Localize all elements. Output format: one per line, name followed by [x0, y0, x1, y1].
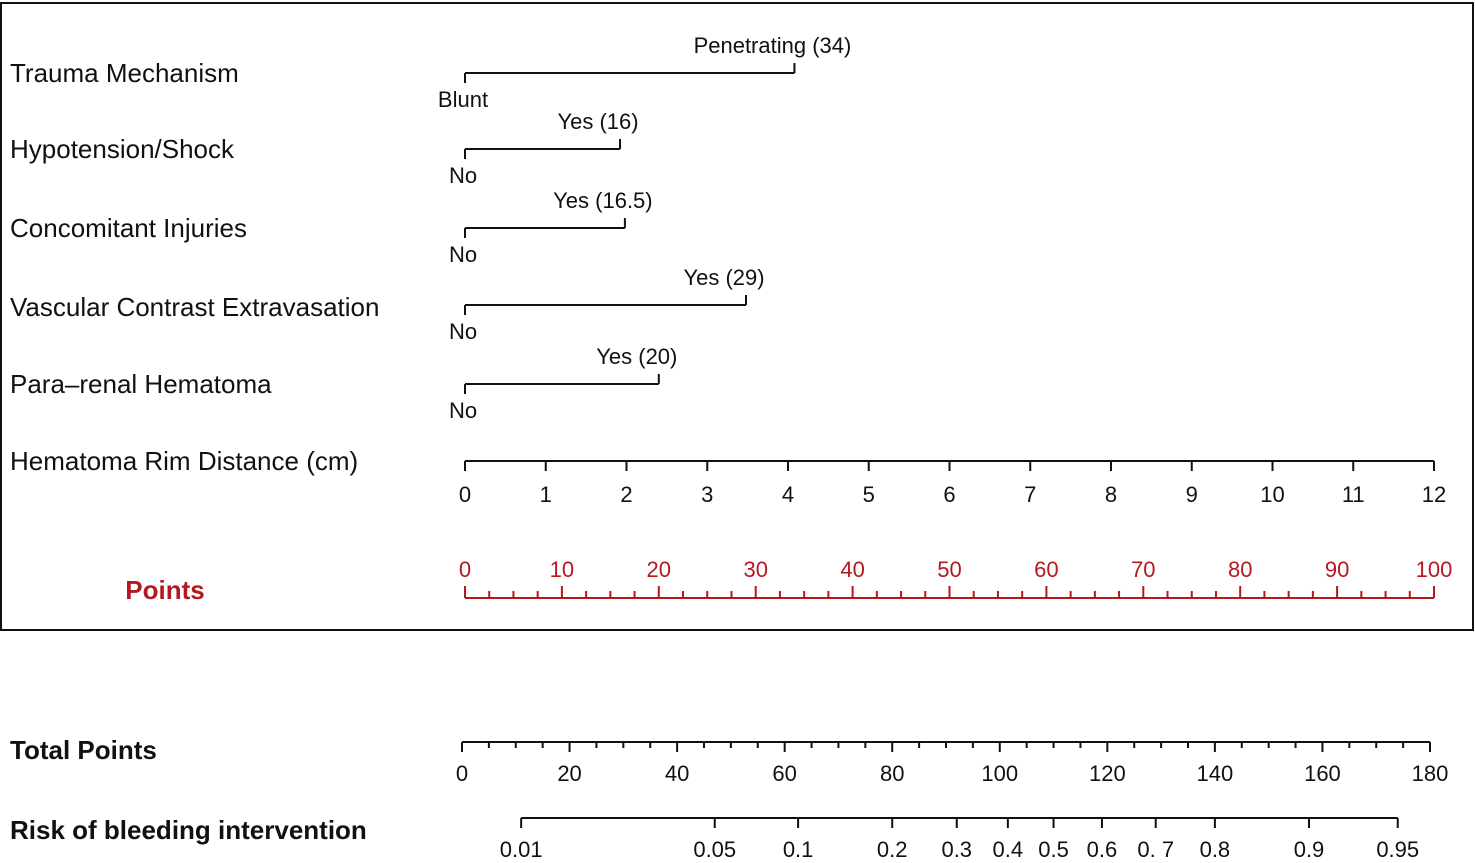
continuous-variable-label: Hematoma Rim Distance (cm): [10, 446, 358, 476]
continuous-tick-label: 12: [1422, 482, 1446, 507]
continuous-tick-label: 4: [782, 482, 794, 507]
variable-end-label: Yes (16.5): [553, 188, 652, 213]
risk-tick-label: 0.05: [693, 837, 736, 862]
points-tick-label: 70: [1131, 557, 1155, 582]
risk-tick-label: 0.8: [1200, 837, 1231, 862]
points-tick-label: 20: [647, 557, 671, 582]
points-tick-label: 0: [459, 557, 471, 582]
variable-end-label: Yes (20): [596, 344, 677, 369]
total-points-title: Total Points: [10, 735, 157, 765]
variable-base-label: No: [449, 242, 477, 267]
risk-tick-label: 0. 7: [1137, 837, 1174, 862]
risk-tick-label: 0.4: [993, 837, 1024, 862]
variable-label: Trauma Mechanism: [10, 58, 239, 88]
risk-tick-label: 0.01: [500, 837, 543, 862]
points-tick-label: 100: [1416, 557, 1453, 582]
variable-base-label: No: [449, 319, 477, 344]
variable-base-label: No: [449, 163, 477, 188]
points-tick-label: 30: [743, 557, 767, 582]
continuous-tick-label: 9: [1186, 482, 1198, 507]
variable-label: Concomitant Injuries: [10, 213, 247, 243]
total-points-tick-label: 180: [1412, 761, 1449, 786]
continuous-tick-label: 8: [1105, 482, 1117, 507]
continuous-tick-label: 2: [620, 482, 632, 507]
total-points-tick-label: 40: [665, 761, 689, 786]
risk-tick-label: 0.2: [877, 837, 908, 862]
variable-end-label: Yes (29): [683, 265, 764, 290]
continuous-tick-label: 5: [863, 482, 875, 507]
continuous-tick-label: 7: [1024, 482, 1036, 507]
total-points-tick-label: 140: [1197, 761, 1234, 786]
continuous-tick-label: 3: [701, 482, 713, 507]
continuous-tick-label: 11: [1342, 482, 1365, 507]
continuous-tick-label: 1: [540, 482, 552, 507]
points-axis-title: Points: [125, 575, 204, 605]
total-points-tick-label: 80: [880, 761, 904, 786]
risk-tick-label: 0.9: [1294, 837, 1325, 862]
risk-tick-label: 0.5: [1038, 837, 1069, 862]
continuous-tick-label: 6: [943, 482, 955, 507]
risk-tick-label: 0.6: [1087, 837, 1118, 862]
points-tick-label: 50: [937, 557, 961, 582]
variable-end-label: Penetrating (34): [694, 33, 852, 58]
variable-label: Hypotension/Shock: [10, 134, 235, 164]
total-points-tick-label: 0: [456, 761, 468, 786]
points-panel-frame: [0, 2, 1474, 631]
risk-tick-label: 0.95: [1376, 837, 1419, 862]
total-points-tick-label: 60: [772, 761, 796, 786]
continuous-tick-label: 10: [1260, 482, 1284, 507]
variable-end-label: Yes (16): [557, 109, 638, 134]
total-points-tick-label: 120: [1089, 761, 1126, 786]
continuous-tick-label: 0: [459, 482, 471, 507]
risk-tick-label: 0.1: [783, 837, 814, 862]
variable-label: Vascular Contrast Extravasation: [10, 292, 379, 322]
points-tick-label: 10: [550, 557, 574, 582]
points-tick-label: 90: [1325, 557, 1349, 582]
risk-axis-title: Risk of bleeding intervention: [10, 815, 367, 845]
total-points-tick-label: 20: [557, 761, 581, 786]
variable-base-label: Blunt: [438, 87, 488, 112]
risk-tick-label: 0.3: [941, 837, 972, 862]
variable-label: Para–renal Hematoma: [10, 369, 272, 399]
total-points-tick-label: 160: [1304, 761, 1341, 786]
total-points-tick-label: 100: [981, 761, 1018, 786]
points-tick-label: 60: [1034, 557, 1058, 582]
points-tick-label: 80: [1228, 557, 1252, 582]
points-tick-label: 40: [840, 557, 864, 582]
variable-base-label: No: [449, 398, 477, 423]
